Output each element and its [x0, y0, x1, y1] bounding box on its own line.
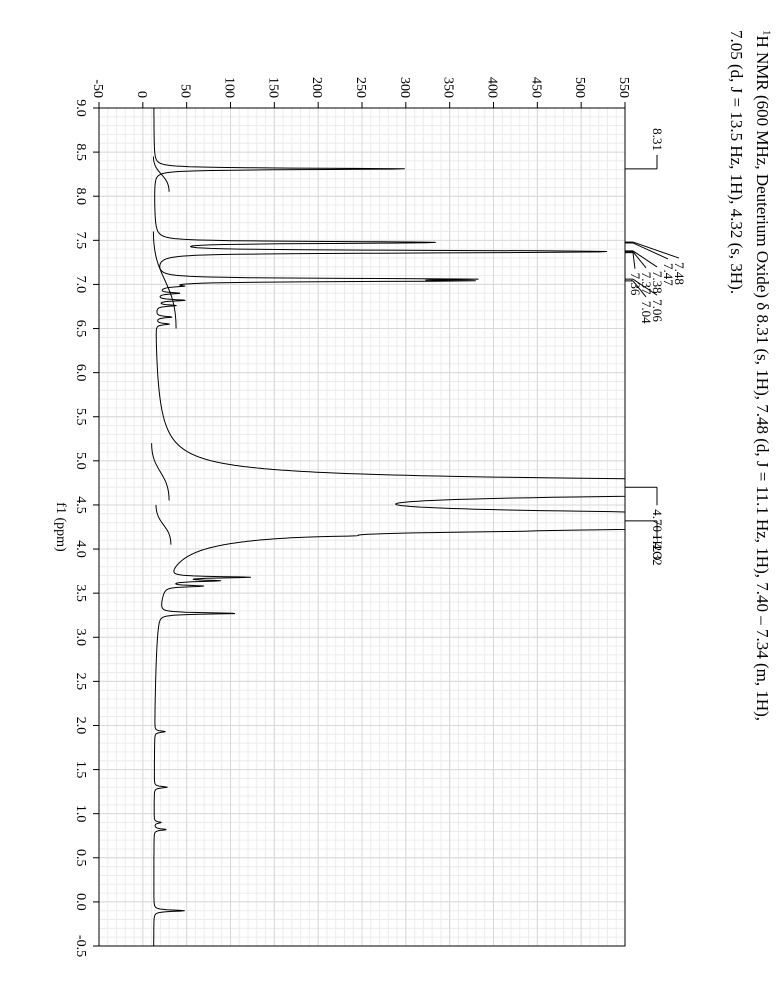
x-tick-label: 0.5: [73, 849, 88, 867]
x-tick-label: 5.5: [73, 408, 88, 426]
x-tick-label: 0.0: [73, 893, 88, 911]
y-tick-label: 550: [616, 77, 631, 98]
caption-line1: 1H NMR (600 MHz, Deuterium Oxide) δ 8.31…: [753, 30, 772, 721]
y-tick-label: 400: [485, 77, 500, 98]
y-tick-label: 200: [309, 77, 324, 98]
caption-line2: 7.05 (d, J = 13.5 Hz, 1H), 4.32 (s, 3H).: [727, 30, 746, 294]
y-tick-label: 100: [222, 77, 237, 98]
x-tick-label: 2.5: [73, 673, 88, 691]
y-tick-label: 450: [528, 77, 543, 98]
x-tick-label: 6.5: [73, 320, 88, 338]
x-tick-label: 1.0: [73, 805, 88, 823]
x-tick-label: 1.5: [73, 761, 88, 779]
spectrum-trace: [154, 108, 625, 946]
x-axis-label: f1 (ppm): [53, 502, 68, 552]
x-tick-label: 4.5: [73, 496, 88, 514]
x-tick-label: 8.0: [73, 187, 88, 205]
x-tick-label: -0.5: [73, 935, 88, 957]
y-tick-label: -50: [90, 79, 105, 98]
integral-curve: [153, 232, 176, 329]
y-tick-label: 150: [265, 77, 280, 98]
peak-label: 4.32: [650, 543, 665, 566]
x-tick-label: 3.5: [73, 584, 88, 602]
peak-label: 7.04: [639, 301, 654, 324]
y-tick-label: 300: [397, 77, 412, 98]
x-tick-label: 3.0: [73, 629, 88, 647]
y-tick-label: 500: [572, 77, 587, 98]
y-tick-label: 50: [178, 84, 193, 98]
spectrum-svg: -0.5 0.0 0.5 1.0 1.5 2.0 2.5 3.0 3.5 4.0 4.5 5.0 5.5…: [33, 30, 693, 970]
y-tick-label: 250: [353, 77, 368, 98]
y-tick-label: 0: [134, 91, 149, 98]
y-tick-label: 350: [441, 77, 456, 98]
peak-label: 8.31: [650, 128, 665, 151]
x-tick-label: 4.0: [73, 540, 88, 558]
x-tick-label: 5.0: [73, 452, 88, 470]
x-tick-label: 9.0: [73, 99, 88, 117]
x-tick-label: 8.5: [73, 143, 88, 161]
nmr-caption: 1H NMR (600 MHz, Deuterium Oxide) δ 8.31…: [722, 30, 775, 970]
nmr-spectrum-chart: -0.5 0.0 0.5 1.0 1.5 2.0 2.5 3.0 3.5 4.0 4.5 5.0 5.5…: [33, 30, 693, 970]
integral-curve: [153, 157, 169, 192]
caption-line1-rest: H NMR (600 MHz, Deuterium Oxide) δ 8.31 …: [753, 36, 772, 722]
x-tick-label: 7.5: [73, 232, 88, 250]
x-tick-label: 7.0: [73, 276, 88, 294]
x-tick-label: 2.0: [73, 717, 88, 735]
x-tick-label: 6.0: [73, 364, 88, 382]
